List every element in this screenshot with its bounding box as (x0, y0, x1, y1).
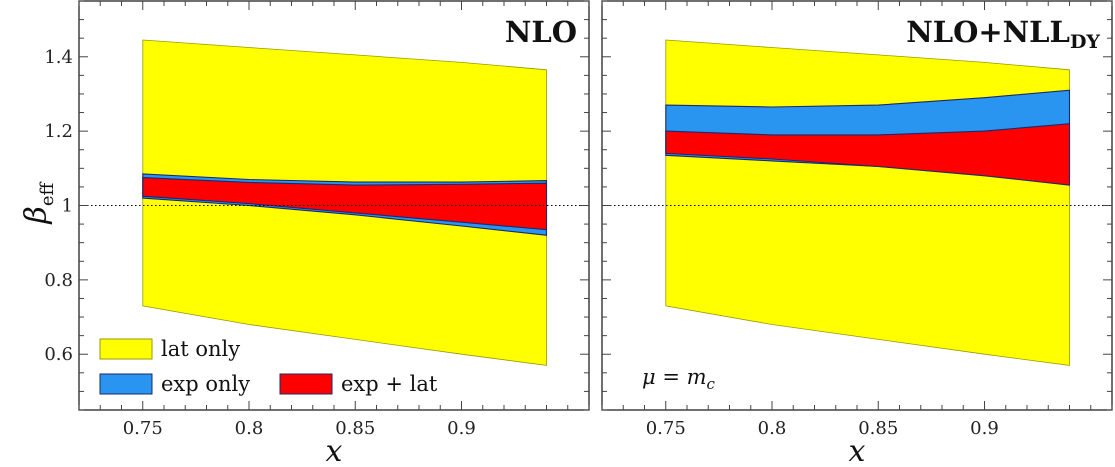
panel-title-main: NLO (505, 15, 577, 49)
band-exp-lat (142, 177, 548, 231)
y-tick-label: 1 (62, 196, 73, 217)
legend-swatch (279, 373, 333, 395)
legend-label: lat only (161, 337, 240, 361)
legend-swatch (99, 373, 153, 395)
x-axis-title: x (326, 434, 343, 467)
x-tick-label: 0.75 (646, 418, 686, 439)
band-lat-only (665, 39, 1070, 366)
y-tick-label: 0.6 (44, 344, 73, 365)
panel-title-sub: DY (1070, 31, 1100, 53)
y-tick-label: 1.2 (44, 121, 73, 142)
scale-annotation-main: μ = m (642, 365, 707, 389)
y-tick-label: 0.8 (44, 270, 73, 291)
legend-label: exp only (161, 372, 250, 396)
x-tick-label: 0.75 (123, 418, 163, 439)
x-axis-title: x (849, 434, 866, 467)
scale-annotation: μ = mc (642, 365, 716, 393)
legend: lat only exp only exp + lat (99, 337, 438, 396)
y-axis-title-sub: eff (37, 182, 58, 207)
y-axis-title: βeff (19, 182, 58, 225)
y-axis-title-main: β (19, 206, 54, 224)
panel-1: 0.75 0.8 0.85 0.9 0.6 0.8 1 1.2 1.4 x βeff NLO lat o… (19, 0, 590, 467)
panel-2: 0.75 0.8 0.85 0.9 x NLO+NLLDY μ = mc (601, 0, 1113, 467)
x-tick-label: 0.9 (447, 418, 476, 439)
band-exp-lat (665, 123, 1071, 186)
x-tick-label: 0.9 (970, 418, 999, 439)
y-tick-label: 1.4 (44, 47, 73, 68)
x-tick-label: 0.8 (758, 418, 787, 439)
legend-label: exp + lat (341, 372, 438, 396)
panel-title-main: NLO+NLL (906, 15, 1070, 49)
panel-title: NLO+NLLDY (906, 15, 1100, 53)
legend-swatch (99, 338, 153, 360)
x-tick-label: 0.8 (235, 418, 264, 439)
x-tick-label: 0.85 (858, 418, 898, 439)
scale-annotation-sub: c (707, 375, 716, 393)
panel-title: NLO (505, 15, 577, 49)
x-tick-label: 0.85 (335, 418, 375, 439)
